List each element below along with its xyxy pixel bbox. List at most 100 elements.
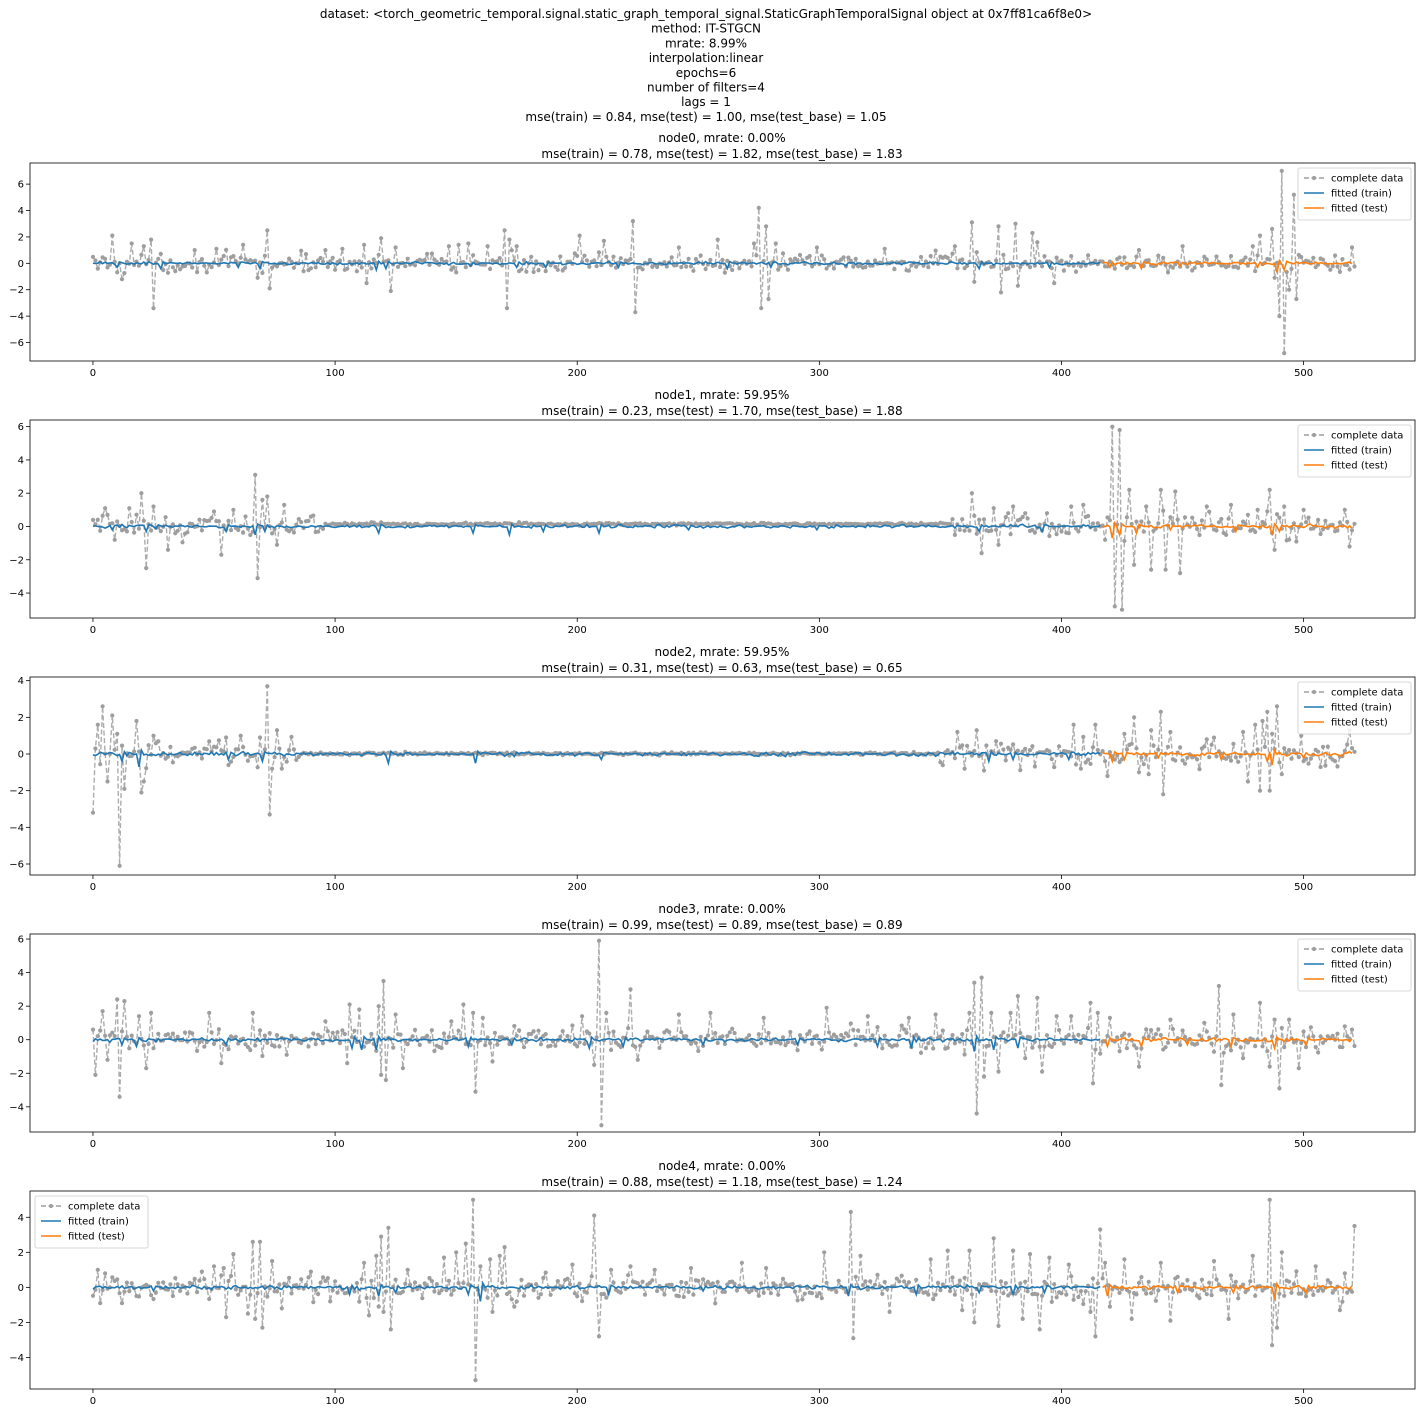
complete-data-point <box>1228 254 1234 259</box>
complete-data-point <box>1144 504 1149 509</box>
complete-data-point <box>1170 1026 1175 1032</box>
y-tick-label: −4 <box>9 312 24 323</box>
complete-data-point <box>204 270 209 275</box>
complete-data-point <box>1231 1012 1236 1017</box>
complete-data-point <box>490 1309 495 1314</box>
complete-data-point <box>279 766 284 771</box>
complete-data-point <box>914 1277 919 1282</box>
complete-data-point <box>1081 734 1086 740</box>
complete-data-point <box>1095 1010 1100 1016</box>
complete-data-point <box>357 1007 362 1012</box>
complete-data-point <box>1214 1034 1219 1039</box>
complete-data-point <box>994 527 999 532</box>
suptitle-line-5: number of filters=4 <box>647 81 765 95</box>
complete-data-point <box>967 1248 972 1253</box>
complete-data-point <box>899 1023 904 1028</box>
complete-data-point <box>1115 1035 1120 1040</box>
complete-data-point <box>1059 1291 1064 1296</box>
complete-data-point <box>1342 1271 1347 1276</box>
complete-data-point <box>144 766 149 771</box>
complete-data-point <box>780 1035 786 1040</box>
complete-data-point <box>473 1089 478 1094</box>
complete-data-point <box>524 269 529 274</box>
complete-data-point <box>587 264 592 269</box>
complete-data-point <box>1146 520 1151 525</box>
complete-data-point <box>814 1033 820 1038</box>
complete-data-point <box>679 265 684 270</box>
complete-data-point <box>1103 537 1108 542</box>
complete-data-point <box>1250 244 1255 249</box>
complete-data-point <box>766 296 771 302</box>
complete-data-point <box>1291 521 1296 526</box>
x-tick-label: 500 <box>1294 368 1313 379</box>
complete-data-point <box>1163 1045 1168 1050</box>
complete-data-point <box>427 1275 432 1281</box>
complete-data-point <box>601 238 607 243</box>
complete-data-point <box>1047 1255 1052 1260</box>
complete-data-point <box>1325 1278 1330 1283</box>
complete-data-point <box>1170 1290 1175 1295</box>
complete-data-point <box>1020 1316 1025 1321</box>
complete-data-point <box>531 1029 536 1034</box>
complete-data-point <box>1182 515 1188 520</box>
x-tick-label: 200 <box>568 1139 587 1150</box>
complete-data-point <box>935 1280 941 1285</box>
complete-data-point <box>1030 230 1035 236</box>
complete-data-point <box>841 1035 846 1040</box>
complete-data-point <box>856 1028 861 1033</box>
complete-data-point <box>362 1260 367 1265</box>
complete-data-point <box>817 1040 822 1045</box>
complete-data-point <box>1199 1277 1204 1282</box>
legend-box <box>34 1195 149 1249</box>
complete-data-point <box>221 253 226 259</box>
complete-data-point <box>1279 1025 1284 1031</box>
complete-data-point <box>1127 1289 1132 1294</box>
complete-data-point <box>1202 254 1207 259</box>
complete-data-point <box>1333 759 1338 764</box>
complete-data-point <box>149 1293 154 1298</box>
complete-data-point <box>853 1042 858 1047</box>
complete-data-point <box>1287 537 1292 542</box>
complete-data-point <box>119 743 125 748</box>
complete-data-point <box>105 1057 110 1062</box>
complete-data-point <box>536 1028 541 1033</box>
x-axis: 0 100 200 300 400 500 <box>90 1389 1313 1407</box>
complete-data-point <box>1330 1033 1335 1038</box>
complete-data-point <box>146 257 151 263</box>
complete-data-point <box>141 518 146 523</box>
complete-data-point <box>1330 264 1335 269</box>
complete-data-point <box>965 263 970 268</box>
complete-data-point <box>325 1029 330 1034</box>
suptitle-line-3: interpolation:linear <box>649 51 764 65</box>
complete-data-point <box>938 1034 943 1039</box>
complete-data-point <box>846 1033 851 1039</box>
complete-data-point <box>1303 756 1309 761</box>
complete-data-point <box>754 253 759 258</box>
complete-data-point <box>1136 770 1142 775</box>
y-axis: −4 −2 0 2 4 6 <box>9 935 30 1113</box>
complete-data-point <box>185 530 190 535</box>
complete-data-point <box>1153 1032 1158 1037</box>
complete-data-point <box>129 1281 134 1286</box>
complete-data-point <box>1328 267 1333 272</box>
complete-data-point <box>1216 520 1221 525</box>
complete-data-point <box>715 1040 720 1046</box>
complete-data-point <box>255 275 260 280</box>
complete-data-point <box>1071 1034 1076 1039</box>
complete-data-point <box>906 1015 912 1021</box>
complete-data-point <box>318 255 323 261</box>
complete-data-point <box>948 522 953 527</box>
legend-label: fitted (test) <box>68 1232 125 1243</box>
complete-data-point <box>1199 518 1204 523</box>
complete-data-point <box>642 1292 648 1297</box>
complete-data-point <box>1129 1316 1134 1321</box>
complete-data-point <box>1018 1281 1023 1286</box>
complete-data-point <box>1209 1293 1214 1298</box>
complete-data-point <box>626 1273 631 1278</box>
complete-data-point <box>1071 263 1076 268</box>
complete-data-point <box>1020 514 1025 520</box>
legend-marker <box>48 1203 54 1209</box>
plot-area <box>90 424 1357 612</box>
complete-data-point <box>664 264 669 269</box>
